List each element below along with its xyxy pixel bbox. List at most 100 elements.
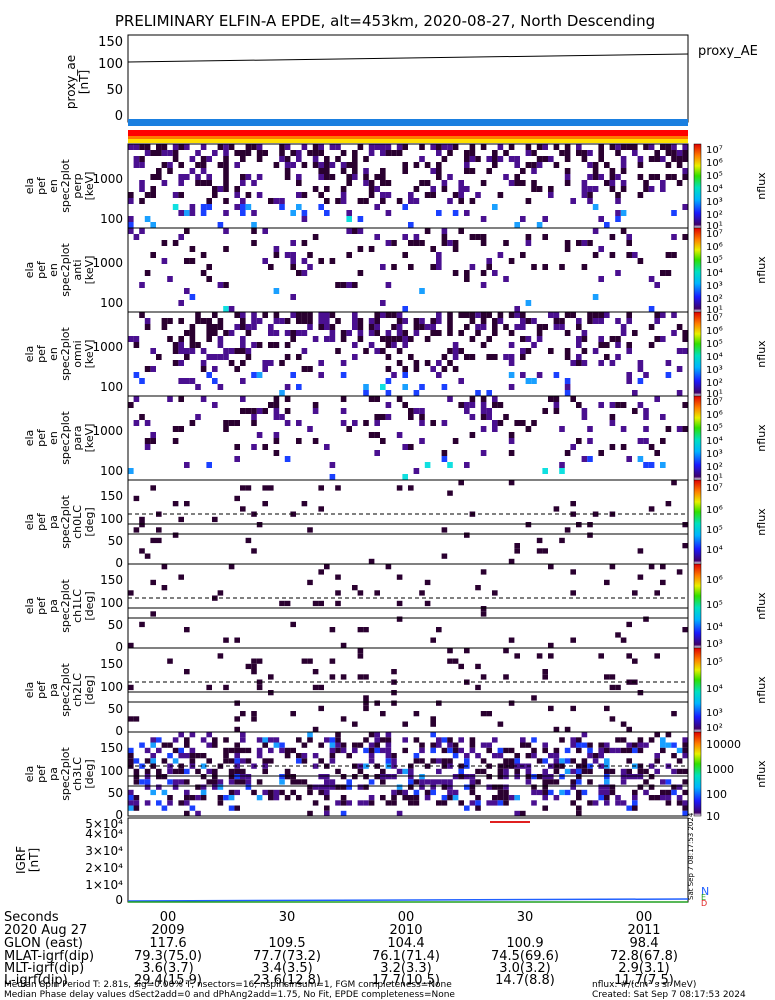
spectrogram-pixel	[486, 156, 492, 162]
spectrogram-pixel	[284, 384, 291, 390]
spectrogram-pixel	[637, 548, 644, 554]
spectrogram-pixel	[514, 758, 520, 764]
spectrogram-pixel	[380, 264, 386, 270]
spectrogram-pixel	[620, 228, 627, 234]
spectrogram-pixel	[340, 674, 347, 680]
spectrogram-pixel	[408, 192, 414, 198]
spectrogram-pixel	[189, 324, 196, 330]
spectrogram-pixel	[318, 784, 324, 790]
spectrogram-pixel	[240, 180, 246, 186]
spectrogram-pixel	[290, 372, 296, 378]
spectrogram-pixel	[346, 174, 352, 180]
spectrogram-pixel	[542, 144, 548, 150]
spectrogram-pixel	[184, 348, 190, 354]
spectrogram-pixel	[413, 795, 420, 801]
spectrogram-pixel	[324, 784, 330, 790]
spectrogram-pixel	[352, 774, 358, 780]
spectrogram-pixel	[682, 627, 688, 633]
spectrogram-pixel	[620, 144, 627, 150]
spectrogram-pixel	[671, 784, 677, 790]
spectrogram-pixel	[598, 795, 604, 801]
spectrogram-pixel	[615, 795, 621, 801]
spectrogram-pixel	[144, 800, 151, 806]
spectrogram-pixel	[408, 222, 414, 228]
spectrogram-pixel	[296, 795, 302, 801]
spectrogram-pixel	[514, 306, 520, 312]
spectrogram-pixel	[682, 336, 688, 342]
spectrogram-pixel	[251, 372, 257, 378]
spectrogram-pixel	[665, 150, 672, 156]
spectrogram-pixel	[402, 402, 408, 408]
spectrogram-pixel	[139, 186, 145, 192]
spectrogram-pixel	[424, 162, 431, 168]
spectrogram-pixel	[682, 522, 688, 528]
spectrogram-pixel	[144, 438, 151, 444]
spectrogram-pixel	[514, 222, 520, 228]
spectrogram-pixel	[357, 336, 364, 342]
colorbar-label-perp: nflux	[755, 172, 768, 200]
spectrogram-pixel	[212, 784, 218, 790]
spectrogram-pixel	[296, 330, 302, 336]
spectrogram-pixel	[245, 150, 252, 156]
spectrogram-pixel	[553, 312, 560, 318]
spectrogram-pixel	[144, 192, 151, 198]
spectrogram-pixel	[604, 312, 610, 318]
spectrogram-pixel	[531, 162, 537, 168]
spectrogram-pixel	[133, 527, 140, 533]
spectrogram-pixel	[228, 768, 235, 775]
spectrogram-pixel	[436, 742, 442, 748]
spectrogram-pixel	[301, 162, 308, 168]
spectrogram-pixel	[324, 168, 330, 174]
spectrogram-pixel	[212, 354, 218, 360]
spectrogram-pixel	[648, 324, 655, 330]
spectrogram-pixel	[520, 336, 526, 342]
spectrogram-pixel	[324, 789, 330, 796]
spectrogram-pixel	[508, 747, 515, 754]
spectrogram-pixel	[452, 774, 459, 780]
spectrogram-pixel	[167, 276, 173, 282]
spectrogram-pixel	[212, 768, 218, 775]
spectrogram-pixel	[301, 312, 308, 318]
spectrogram-pixel	[251, 548, 257, 554]
spectrogram-pixel	[531, 264, 537, 270]
spectrogram-pixel	[290, 150, 296, 156]
ytick-100-ch0: 100	[100, 512, 123, 526]
spectrogram-pixel	[223, 174, 229, 180]
spectrogram-pixel	[592, 162, 599, 168]
spectrogram-pixel	[172, 144, 179, 150]
spectrogram-pixel	[262, 312, 268, 318]
spectrogram-pixel	[290, 621, 296, 628]
spectrogram-pixel	[542, 216, 548, 222]
spectrogram-pixel	[458, 198, 464, 204]
spectrogram-pixel	[368, 246, 375, 252]
spectrogram-pixel	[492, 270, 498, 276]
spectrogram-pixel	[234, 312, 240, 318]
spectrogram-pixel	[620, 747, 627, 754]
igrf-panel: 5×10⁴ 4×10⁴ 3×10⁴ 2×10⁴ 1×10⁴ 0 IGRF [nT…	[14, 812, 709, 908]
spectrogram-pixel	[592, 252, 599, 258]
spectrogram-pixel	[486, 414, 492, 420]
spectrogram-pixel	[452, 342, 459, 348]
spectrogram-pixel	[531, 784, 537, 790]
colorbar-ticks-perp: 10⁷ 10⁶ 10⁵ 10⁴ 10³ 10² 10¹	[706, 145, 723, 232]
spectrogram-pixel	[301, 144, 308, 150]
spectrogram-pixel	[632, 144, 638, 150]
spectrogram-pixel	[374, 348, 380, 354]
spectrogram-pixel	[609, 168, 616, 174]
spectrogram-pixel	[413, 779, 420, 785]
igrf-ytick-2: 3×10⁴	[85, 844, 123, 858]
spectrogram-pixel	[458, 186, 464, 192]
spectrogram-pixel	[368, 150, 375, 156]
spectrogram-pixel	[240, 768, 246, 775]
row-value-2: 104.4	[387, 936, 424, 951]
spectrogram-pixel	[256, 522, 263, 528]
spectrogram-pixel	[503, 240, 509, 246]
spectrogram-pixel	[464, 150, 470, 156]
spectrogram-pixel	[128, 805, 134, 811]
spectrogram-pixel	[682, 156, 688, 162]
spectrogram-pixel	[262, 366, 268, 372]
spectrogram-pixel	[234, 162, 240, 168]
spectrogram-pixel	[368, 747, 375, 754]
spectrogram-pixel	[531, 747, 537, 754]
spectrogram-pixel	[620, 779, 627, 785]
